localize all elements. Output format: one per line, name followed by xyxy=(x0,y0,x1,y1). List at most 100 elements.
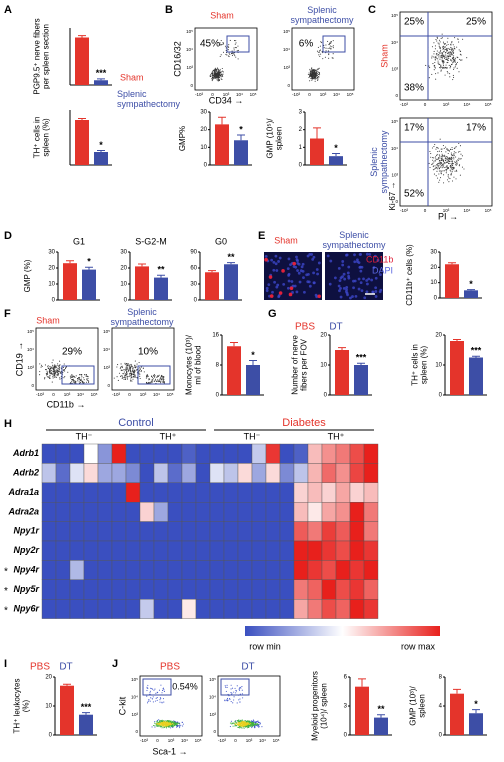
event-dot xyxy=(45,369,47,371)
event-dot xyxy=(164,721,166,724)
event-dot xyxy=(159,701,161,703)
nucleus xyxy=(277,260,280,263)
event-dot xyxy=(129,375,131,377)
event-dot xyxy=(129,368,131,370)
event-dot xyxy=(458,165,460,167)
event-dot xyxy=(169,721,172,723)
event-dot xyxy=(454,60,456,62)
event-dot xyxy=(49,365,51,367)
error-bar xyxy=(332,153,340,157)
event-dot xyxy=(438,51,440,53)
event-dot xyxy=(444,154,446,156)
event-dot xyxy=(241,725,243,727)
event-dot xyxy=(441,153,443,155)
event-dot xyxy=(151,379,153,382)
event-dot xyxy=(442,159,444,162)
flow-plot xyxy=(399,11,493,101)
event-dot xyxy=(113,377,115,379)
heatmap-cell xyxy=(139,521,155,542)
event-dot xyxy=(449,52,452,54)
event-dot xyxy=(449,178,451,180)
event-dot xyxy=(160,382,162,384)
flow-tick-label: 0 xyxy=(395,199,398,204)
event-dot xyxy=(224,685,226,687)
nucleus xyxy=(363,296,367,300)
event-dot xyxy=(442,63,444,65)
event-dot xyxy=(314,80,316,82)
event-dot xyxy=(450,44,452,46)
label-line: spleen xyxy=(275,127,284,151)
event-dot xyxy=(447,72,449,74)
event-dot xyxy=(317,51,319,53)
event-dot xyxy=(241,693,243,695)
event-dot xyxy=(154,700,156,702)
event-dot xyxy=(446,168,448,170)
heatmap-cell xyxy=(251,599,267,619)
y-tick-label: 3 xyxy=(344,704,348,710)
event-dot xyxy=(211,77,213,79)
label-line: Splenic xyxy=(127,307,157,317)
event-dot xyxy=(155,697,157,699)
event-dot xyxy=(246,720,248,722)
nucleus xyxy=(290,280,294,283)
event-dot xyxy=(454,61,456,63)
event-dot xyxy=(164,726,166,728)
nucleus xyxy=(311,257,315,261)
event-dot xyxy=(435,56,437,58)
y-tick-label: 60 xyxy=(190,266,197,272)
heatmap-cell xyxy=(97,521,113,542)
event-dot xyxy=(64,375,66,378)
nucleus xyxy=(365,252,369,256)
event-dot xyxy=(73,380,75,382)
event-dot xyxy=(433,50,435,52)
event-dot xyxy=(125,368,127,370)
nucleus xyxy=(379,288,383,292)
heatmap-cell xyxy=(321,463,337,483)
event-dot xyxy=(452,52,454,54)
nucleus xyxy=(353,279,357,283)
event-dot xyxy=(132,371,135,373)
heatmap-cell xyxy=(307,540,323,561)
event-dot xyxy=(230,723,232,725)
event-dot xyxy=(314,75,316,77)
event-dot xyxy=(451,148,453,151)
error-bar xyxy=(249,360,257,365)
label-line: PGP9.5⁺ nerve fibers xyxy=(33,18,42,94)
event-dot xyxy=(442,158,444,160)
event-dot xyxy=(132,372,134,374)
event-dot xyxy=(443,51,445,53)
heatmap-cell xyxy=(97,463,113,483)
gate xyxy=(226,35,250,53)
heatmap-cell xyxy=(69,463,85,483)
event-dot xyxy=(450,65,452,67)
heatmap-cell xyxy=(321,579,337,600)
event-dot xyxy=(47,376,49,378)
significance: * xyxy=(239,124,243,134)
flow-tick-label: 10⁵ xyxy=(195,738,202,743)
heatmap-cell xyxy=(167,560,183,581)
heatmap-cell xyxy=(251,443,267,464)
event-dot xyxy=(443,66,445,68)
y-tick-label: 10 xyxy=(48,282,55,288)
event-dot xyxy=(123,369,125,371)
event-dot xyxy=(459,58,461,61)
event-dot xyxy=(449,158,451,160)
label-line: Splenic xyxy=(307,5,337,15)
event-dot xyxy=(163,689,165,691)
y-tick-label: 0 xyxy=(216,393,220,399)
event-dot xyxy=(447,53,449,55)
gate xyxy=(61,365,95,385)
event-dot xyxy=(439,41,441,43)
event-dot xyxy=(71,380,73,382)
event-dot xyxy=(155,380,158,383)
event-dot xyxy=(86,375,88,377)
heatmap-cell xyxy=(97,579,113,600)
event-dot xyxy=(315,78,317,80)
heatmap-cell xyxy=(111,463,127,483)
label-line: Number of nerve xyxy=(291,335,300,395)
event-dot xyxy=(154,378,157,380)
heatmap-cell xyxy=(209,463,225,483)
event-dot xyxy=(441,37,443,39)
event-dot xyxy=(450,161,452,163)
event-dot xyxy=(55,371,57,373)
